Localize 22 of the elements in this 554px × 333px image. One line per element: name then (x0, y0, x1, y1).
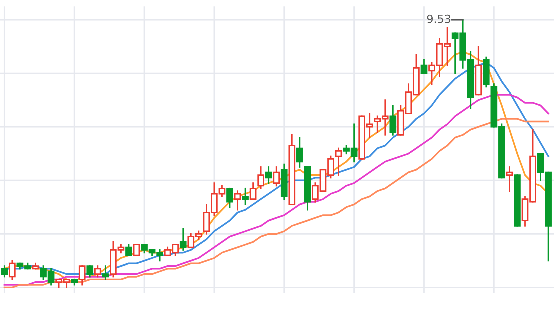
candlestick (102, 266, 110, 280)
candlestick (86, 266, 94, 278)
candlestick (94, 266, 102, 278)
candlestick (296, 137, 304, 168)
candlestick (78, 266, 86, 286)
candlestick (250, 182, 257, 200)
candlestick (234, 190, 242, 211)
candlestick (258, 166, 264, 190)
candlestick (420, 59, 428, 74)
candlestick (1, 266, 8, 278)
candlestick (133, 244, 140, 256)
candlestick (126, 244, 132, 256)
candlestick (242, 188, 249, 206)
candlestick (390, 104, 397, 136)
annotation: 9.53 (427, 14, 451, 24)
candlestick (506, 166, 514, 192)
candlestick (265, 166, 272, 184)
candlestick (273, 166, 280, 187)
candlestick (335, 148, 342, 176)
candlestick (180, 228, 187, 251)
candlestick (226, 188, 234, 208)
candlestick (9, 260, 16, 280)
